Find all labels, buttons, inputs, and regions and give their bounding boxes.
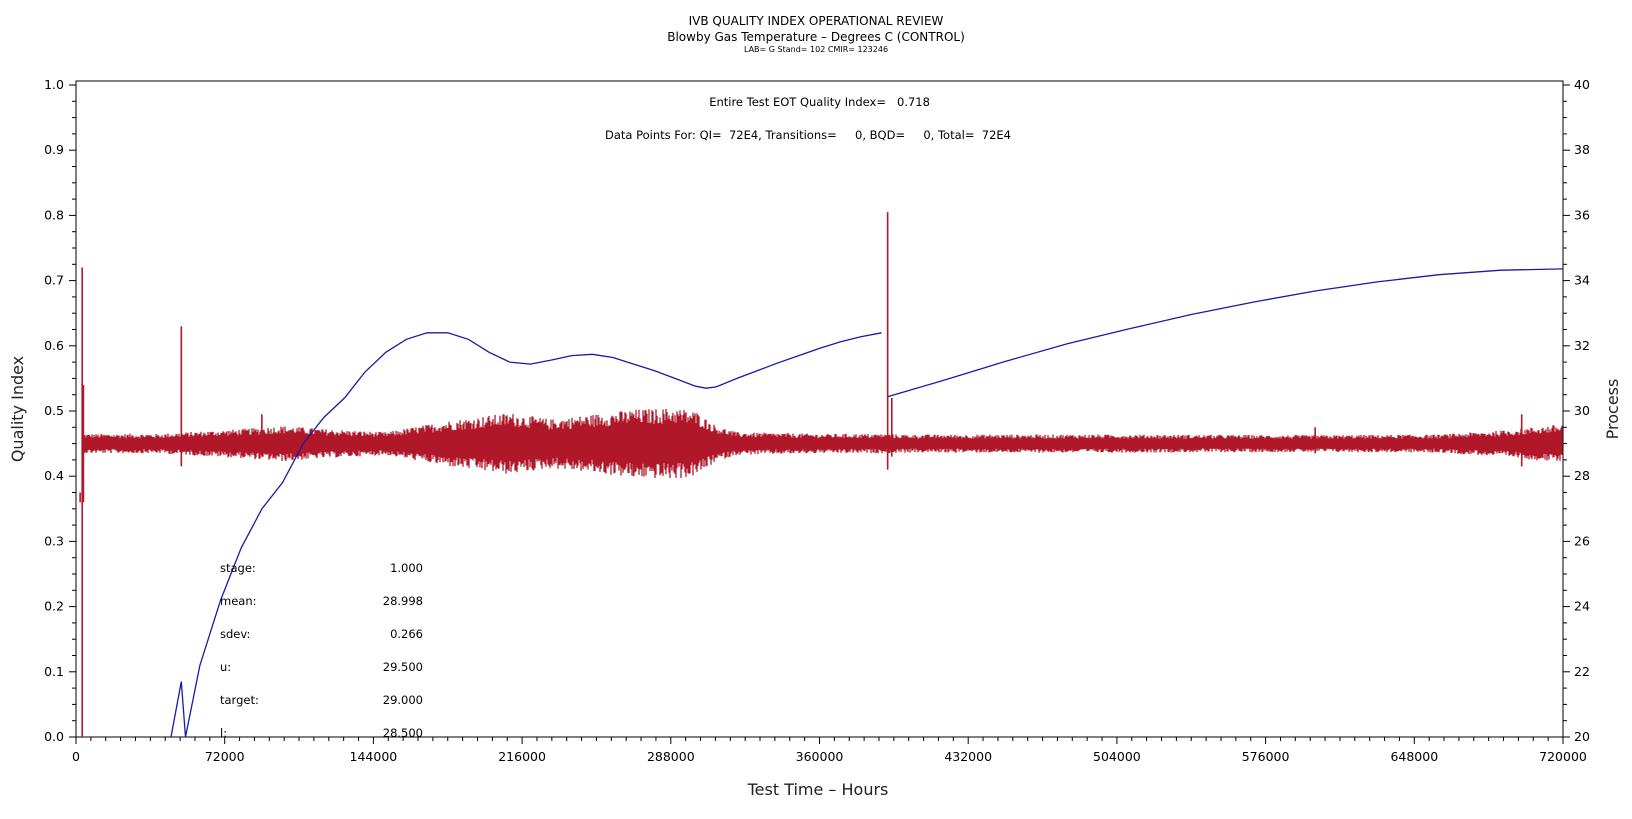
y-left-tick-label: 0.8 xyxy=(44,207,64,222)
chart-subtitle: Blowby Gas Temperature – Degrees C (CONT… xyxy=(667,30,965,44)
y-left-tick-label: 1.0 xyxy=(44,77,64,92)
y-right-tick-label: 22 xyxy=(1574,664,1590,679)
y-right-tick-label: 32 xyxy=(1574,338,1590,353)
y-right-tick-label: 38 xyxy=(1574,142,1590,157)
chart-title: IVB QUALITY INDEX OPERATIONAL REVIEW xyxy=(689,14,944,28)
chart-subsubtitle: LAB= G Stand= 102 CMIR= 123246 xyxy=(744,45,888,54)
x-tick-label: 576000 xyxy=(1242,749,1290,764)
process-series xyxy=(79,212,1563,737)
stats-block: stage: 1.000 mean: 28.998 sdev: 0.266 u:… xyxy=(220,561,423,740)
y-left-tick-label: 0.2 xyxy=(44,599,64,614)
axis-ticks: 0 72000 144000 216000 288000 360000 432000 5040… xyxy=(44,77,1590,764)
stat-value: 1.000 xyxy=(390,561,423,575)
x-tick-label: 432000 xyxy=(944,749,992,764)
y-right-tick-label: 30 xyxy=(1574,403,1590,418)
y-right-tick-label: 34 xyxy=(1574,273,1590,288)
stat-label: sdev: xyxy=(220,627,250,641)
x-tick-label: 0 xyxy=(72,749,80,764)
y-right-tick-label: 36 xyxy=(1574,207,1590,222)
y-axis-left-title: Quality Index xyxy=(8,356,27,462)
stat-label: stage: xyxy=(220,561,256,575)
x-tick-label: 144000 xyxy=(350,749,398,764)
y-left-tick-label: 0.6 xyxy=(44,338,64,353)
quality-index-line xyxy=(170,681,182,738)
y-axis-right-title: Process xyxy=(1603,379,1622,440)
y-right-tick-label: 26 xyxy=(1574,533,1590,548)
y-left-tick-label: 0.3 xyxy=(44,533,64,548)
stat-value: 28.500 xyxy=(383,726,423,740)
stat-label: u: xyxy=(220,660,231,674)
stat-value: 29.000 xyxy=(383,693,423,707)
y-right-tick-label: 24 xyxy=(1574,599,1590,614)
x-tick-label: 504000 xyxy=(1093,749,1141,764)
stat-value: 28.998 xyxy=(383,594,423,608)
x-axis-title: Test Time – Hours xyxy=(747,780,889,799)
x-tick-label: 216000 xyxy=(498,749,546,764)
x-tick-label: 288000 xyxy=(647,749,695,764)
y-left-tick-label: 0.9 xyxy=(44,142,64,157)
y-left-tick-label: 0.1 xyxy=(44,664,64,679)
y-right-tick-label: 28 xyxy=(1574,468,1590,483)
y-left-tick-label: 0.5 xyxy=(44,403,64,418)
data-points-summary: Data Points For: QI= 72E4, Transitions= … xyxy=(605,128,1011,142)
eot-quality-label: Entire Test EOT Quality Index= xyxy=(709,95,886,109)
stat-label: target: xyxy=(220,693,259,707)
stat-value: 0.266 xyxy=(390,627,423,641)
quality-index-series xyxy=(170,268,1564,738)
y-left-tick-label: 0.4 xyxy=(44,468,64,483)
plot-frame xyxy=(75,80,1564,738)
x-tick-label: 360000 xyxy=(796,749,844,764)
quality-index-line xyxy=(887,268,1564,398)
process-band xyxy=(82,409,1563,478)
y-right-tick-label: 20 xyxy=(1574,729,1590,744)
y-right-tick-label: 40 xyxy=(1574,77,1590,92)
y-left-tick-label: 0.0 xyxy=(44,729,64,744)
stat-label: mean: xyxy=(220,594,257,608)
quality-index-line xyxy=(180,332,882,738)
eot-quality-value: 0.718 xyxy=(897,95,930,109)
stat-value: 29.500 xyxy=(383,660,423,674)
x-tick-label: 720000 xyxy=(1539,749,1587,764)
stat-label: l: xyxy=(220,726,227,740)
y-left-tick-label: 0.7 xyxy=(44,273,64,288)
x-tick-label: 648000 xyxy=(1390,749,1438,764)
x-tick-label: 72000 xyxy=(205,749,245,764)
